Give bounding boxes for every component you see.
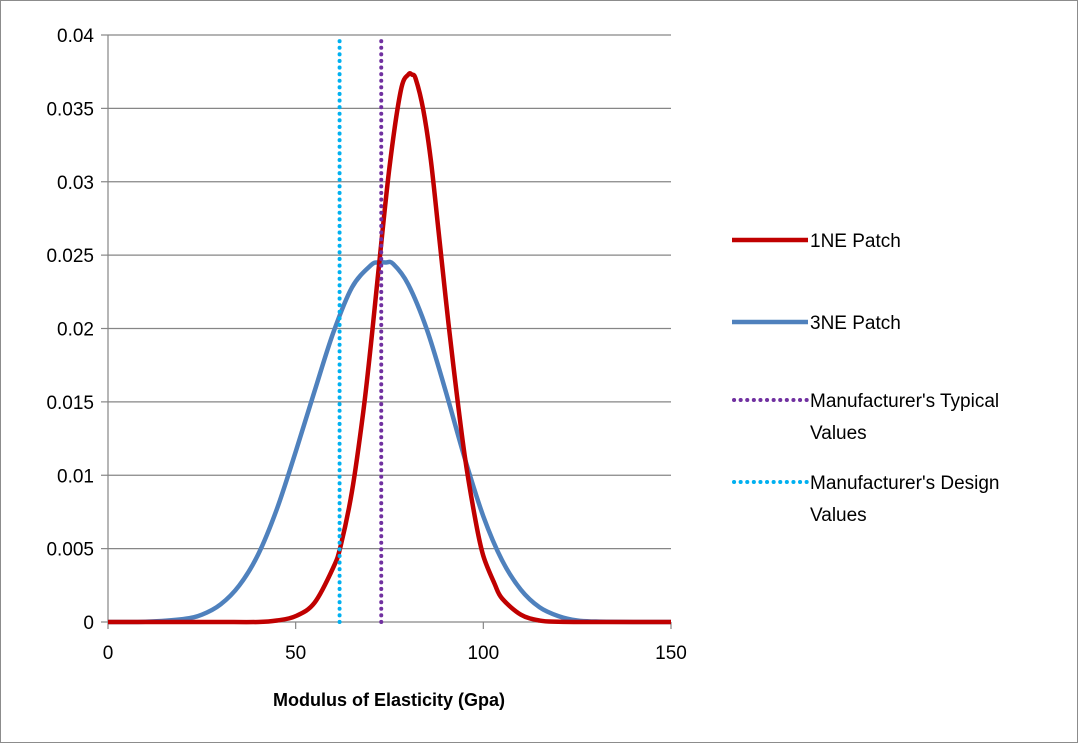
legend-label: Manufacturer's Design [810, 473, 1000, 494]
gridlines [108, 34, 671, 550]
legend-label: 3NE Patch [810, 313, 901, 334]
legend-label: Values [810, 505, 867, 526]
legend-item-manufacturer-s-design-values: Manufacturer's Design Values [732, 473, 1000, 526]
y-tick-label: 0.04 [57, 26, 94, 47]
y-tick-label: 0.03 [57, 173, 94, 194]
axes [101, 34, 672, 629]
legend-item-manufacturer-s-typical-values: Manufacturer's Typical Values [732, 391, 999, 444]
y-tick-label: 0.025 [46, 246, 94, 267]
legend-item-3ne-patch: 3NE Patch [732, 313, 901, 334]
y-tick-label: 0.02 [57, 320, 94, 341]
legend-label: Values [810, 423, 867, 444]
legend: 1NE Patch 3NE Patch Manufacturer's Typical… [732, 231, 1000, 526]
plot-series [107, 38, 672, 625]
y-tick-label: 0.035 [46, 99, 94, 120]
x-tick-label: 100 [467, 643, 499, 664]
x-tick-label: 0 [103, 643, 114, 664]
series-line-1ne-patch [108, 71, 671, 625]
y-tick-label: 0.015 [46, 393, 94, 414]
y-tick-label: 0.005 [46, 540, 94, 561]
tick-labels: 0 0.005 0.01 0.015 0.02 0.025 0.03 0.035 0.04 0 50… [46, 26, 686, 664]
y-tick-label: 0.01 [57, 466, 94, 487]
x-axis-title: Modulus of Elasticity (Gpa) [273, 690, 505, 710]
x-tick-label: 50 [285, 643, 306, 664]
x-tick-label: 150 [655, 643, 687, 664]
legend-label: 1NE Patch [810, 231, 901, 252]
series-line-3ne-patch [107, 259, 672, 625]
legend-item-1ne-patch: 1NE Patch [732, 231, 901, 252]
y-tick-label: 0 [83, 613, 94, 634]
legend-label: Manufacturer's Typical [810, 391, 999, 412]
